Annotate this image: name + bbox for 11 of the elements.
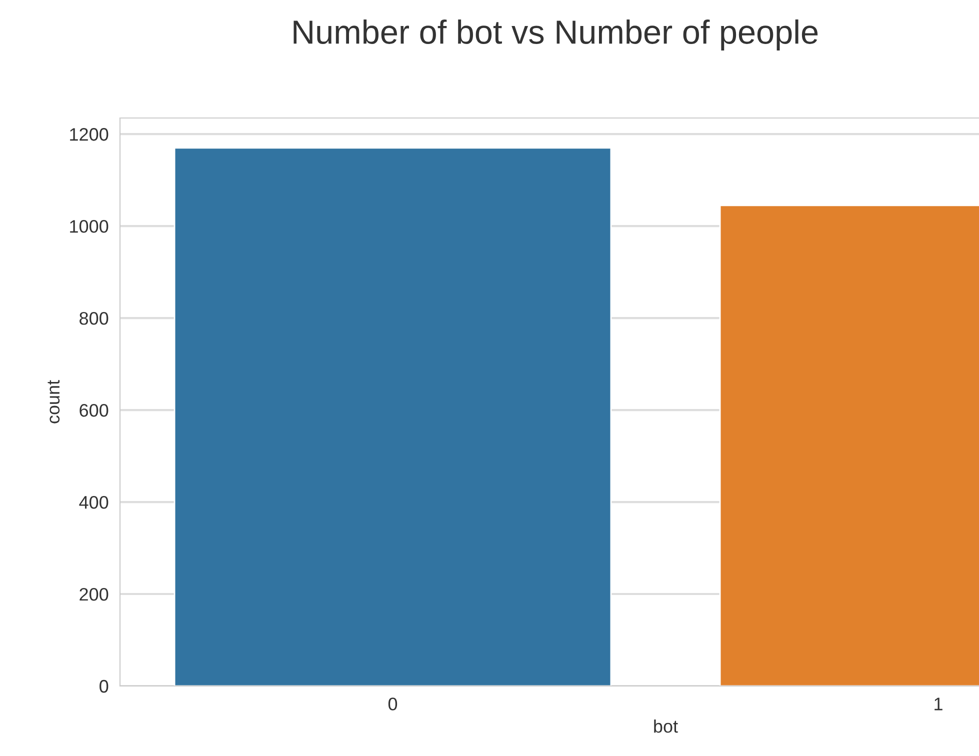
y-axis-title: count [48,380,60,424]
y-tick-label: 400 [79,496,108,509]
x-tick-label: 1 [934,698,942,710]
y-tick-label: 200 [80,588,108,601]
chart-title: Number of bot vs Number of people [294,19,818,51]
y-tick-label: 0 [100,680,108,693]
y-tick-label: 800 [80,312,108,325]
x-axis-title: bot [654,720,678,733]
y-tick-label: 1200 [70,128,108,141]
y-tick-label: 1000 [70,220,108,233]
y-tick-label: 600 [80,404,108,417]
